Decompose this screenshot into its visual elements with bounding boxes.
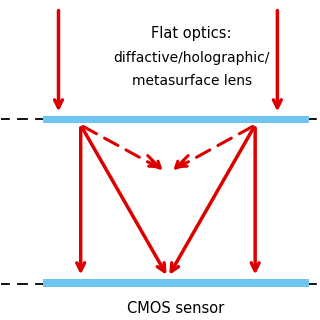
Bar [43,116,309,124]
Text: metasurface lens: metasurface lens [132,74,252,88]
Text: diffactive/holographic/: diffactive/holographic/ [114,52,270,66]
Bar [43,279,309,287]
Text: CMOS sensor: CMOS sensor [127,301,225,316]
Text: Flat optics:: Flat optics: [151,26,232,41]
